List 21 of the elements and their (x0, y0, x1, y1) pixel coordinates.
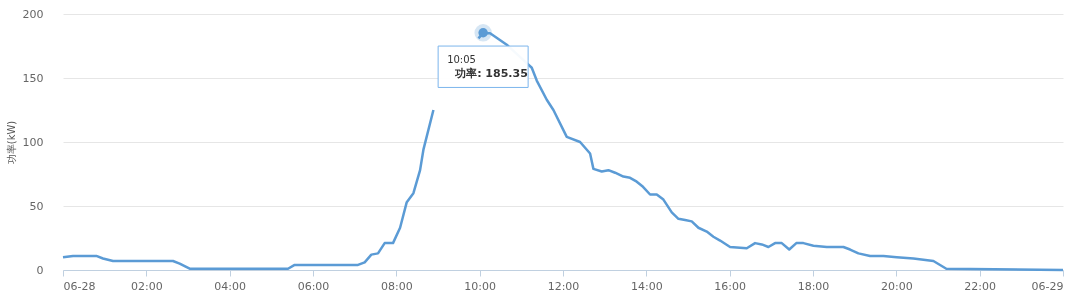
annotation: 功率: 185.35 (454, 66, 528, 80)
y-tick-label: 200 (22, 7, 44, 21)
x-tick-label: 06:00 (297, 279, 330, 293)
y-tick-label: 0 (36, 263, 44, 277)
annotation: 10:05 (447, 53, 476, 65)
x-tick-label: 06-29 (1031, 279, 1064, 293)
x-tick-label: 22:00 (964, 279, 997, 293)
y-axis-title: 功率(kW) (5, 120, 17, 165)
x-tick-label: 18:00 (797, 279, 830, 293)
x-tick-label: 06-28 (63, 279, 96, 293)
y-tick-label: 150 (22, 71, 44, 85)
y-tick-label: 100 (22, 135, 44, 149)
x-tick-label: 14:00 (630, 279, 663, 293)
x-tick-label: 20:00 (880, 279, 913, 293)
y-tick-label: 50 (29, 199, 44, 213)
x-tick-label: 08:00 (380, 279, 413, 293)
x-tick-label: 04:00 (214, 279, 247, 293)
x-tick-label: 10:00 (464, 279, 497, 293)
x-tick-label: 12:00 (547, 279, 580, 293)
x-tick-label: 02:00 (130, 279, 163, 293)
x-tick-label: 16:00 (714, 279, 747, 293)
